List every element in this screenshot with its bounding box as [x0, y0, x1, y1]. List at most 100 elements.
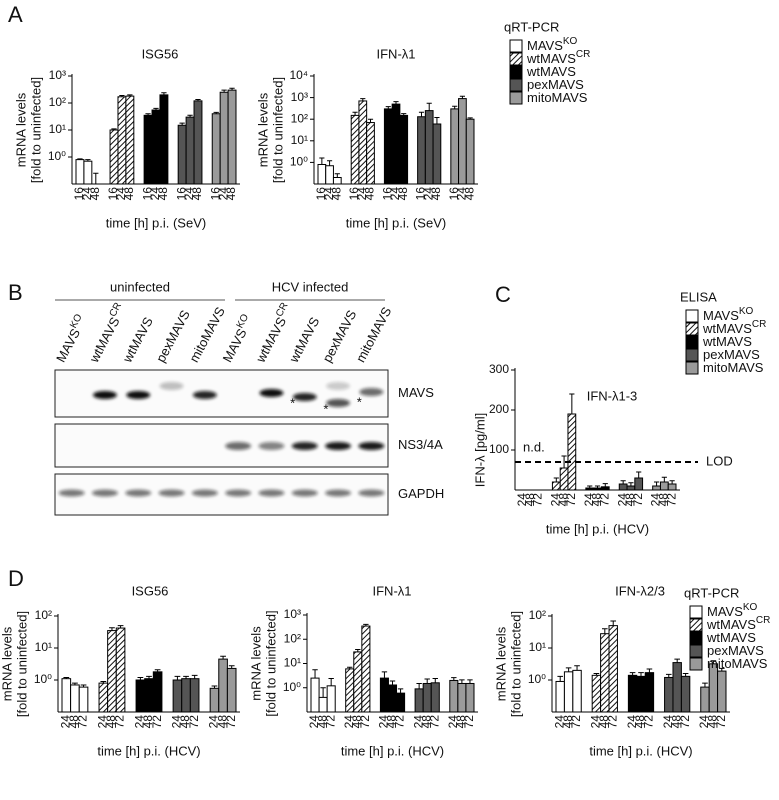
- y-tick-label: 10⁰: [290, 155, 308, 169]
- band: [92, 391, 117, 399]
- error-bar: [674, 658, 680, 663]
- bar: [78, 686, 89, 713]
- bar: [172, 679, 183, 713]
- error-bar: [183, 675, 189, 679]
- lane-label: mitoMAVS: [353, 304, 395, 365]
- x-tick-label: 48: [706, 715, 720, 729]
- chart-title: IFN-λ1: [373, 583, 412, 598]
- error-bar: [610, 620, 617, 626]
- legend-swatch: [689, 657, 703, 671]
- bar: [652, 485, 661, 491]
- bar: [350, 114, 360, 185]
- error-bar: [63, 676, 70, 679]
- x-tick-label: 24: [133, 715, 147, 729]
- x-tick-label: 48: [178, 715, 192, 729]
- error-bar: [565, 667, 572, 672]
- bar: [379, 677, 389, 713]
- legend-label-superscript: KO: [743, 602, 758, 613]
- bar: [458, 98, 467, 185]
- bar: [358, 100, 368, 185]
- x-axis-label: time [h] p.i. (HCV): [97, 743, 200, 758]
- bar: [465, 682, 475, 713]
- bar: [143, 114, 153, 185]
- band: [191, 489, 218, 497]
- x-tick-label: 48: [190, 187, 204, 201]
- x-tick-label: 72: [358, 715, 372, 729]
- x-tick-label: 72: [564, 493, 578, 507]
- error-bar: [146, 675, 152, 679]
- legend-swatch: [689, 618, 703, 632]
- error-bar: [628, 482, 634, 486]
- x-tick-label: 16: [380, 187, 394, 201]
- legend-swatch: [685, 335, 699, 349]
- band: [358, 442, 385, 450]
- bar: [555, 680, 565, 713]
- bar: [159, 94, 169, 185]
- x-axis-label: time [h] p.i. (HCV): [589, 743, 692, 758]
- error-bar: [319, 157, 325, 165]
- error-bar: [161, 92, 167, 95]
- error-bar: [195, 98, 201, 101]
- bar: [387, 684, 398, 713]
- band: [326, 399, 351, 407]
- error-bar: [638, 672, 644, 677]
- error-bar: [363, 623, 369, 627]
- error-bar: [191, 674, 198, 679]
- lane-label: MAVSKO: [51, 312, 90, 365]
- bar: [680, 675, 691, 713]
- bar: [61, 678, 72, 713]
- panel-label: C: [495, 282, 511, 307]
- y-axis-label: [fold to uninfected]: [508, 611, 523, 717]
- bar: [209, 687, 220, 713]
- error-bar: [629, 672, 636, 676]
- legend-label-superscript: CR: [756, 615, 770, 626]
- chart-title: IFN-λ1-3: [587, 388, 638, 403]
- chart-title: IFN-λ2/3: [615, 583, 665, 598]
- x-tick-label: 24: [552, 715, 566, 729]
- error-bar: [228, 665, 235, 669]
- error-bar: [327, 160, 333, 166]
- bar: [325, 165, 334, 185]
- legend-label: mitoMAVS: [707, 656, 768, 671]
- error-bar: [352, 111, 358, 116]
- error-bar: [174, 675, 181, 680]
- band-mark: *: [357, 394, 362, 409]
- legend-swatch: [509, 52, 523, 66]
- legend-title: qRT-PCR: [504, 19, 559, 34]
- y-axis-label: IFN-λ [pg/ml]: [472, 413, 487, 487]
- bar: [70, 684, 80, 713]
- error-bar: [367, 118, 374, 123]
- bar: [664, 676, 674, 713]
- x-tick-label: 24: [322, 187, 336, 201]
- error-bar: [459, 95, 465, 99]
- x-tick-label: 24: [377, 715, 391, 729]
- x-tick-label: 24: [455, 187, 469, 201]
- bar: [383, 108, 393, 185]
- legend-label: wtMAVSCR: [702, 319, 766, 336]
- error-bar: [587, 485, 593, 488]
- error-bar: [620, 480, 626, 484]
- x-tick-label: 24: [216, 187, 230, 201]
- band: [326, 382, 351, 390]
- chart-title: ISG56: [132, 583, 169, 598]
- legend-swatch: [509, 78, 523, 92]
- error-bar: [702, 682, 708, 688]
- legend-label: mitoMAVS: [527, 90, 588, 105]
- x-tick-label: 48: [556, 493, 570, 507]
- x-tick-label: 24: [421, 187, 435, 201]
- y-axis-label: mRNA levels: [0, 626, 14, 701]
- error-bar: [229, 87, 235, 91]
- legend-swatch: [509, 91, 523, 105]
- error-bar: [636, 471, 642, 478]
- bar: [361, 625, 371, 713]
- x-tick-label: 72: [597, 493, 611, 507]
- bar: [457, 682, 467, 713]
- x-tick-label: 72: [714, 715, 728, 729]
- y-axis-label: [fold to uninfected]: [14, 611, 29, 717]
- bar: [422, 682, 432, 713]
- y-axis-label: [fold to uninfected]: [28, 77, 43, 183]
- x-tick-label: 72: [678, 715, 692, 729]
- legend-label-superscript: KO: [739, 306, 754, 317]
- bar: [626, 485, 636, 491]
- bar: [310, 677, 320, 713]
